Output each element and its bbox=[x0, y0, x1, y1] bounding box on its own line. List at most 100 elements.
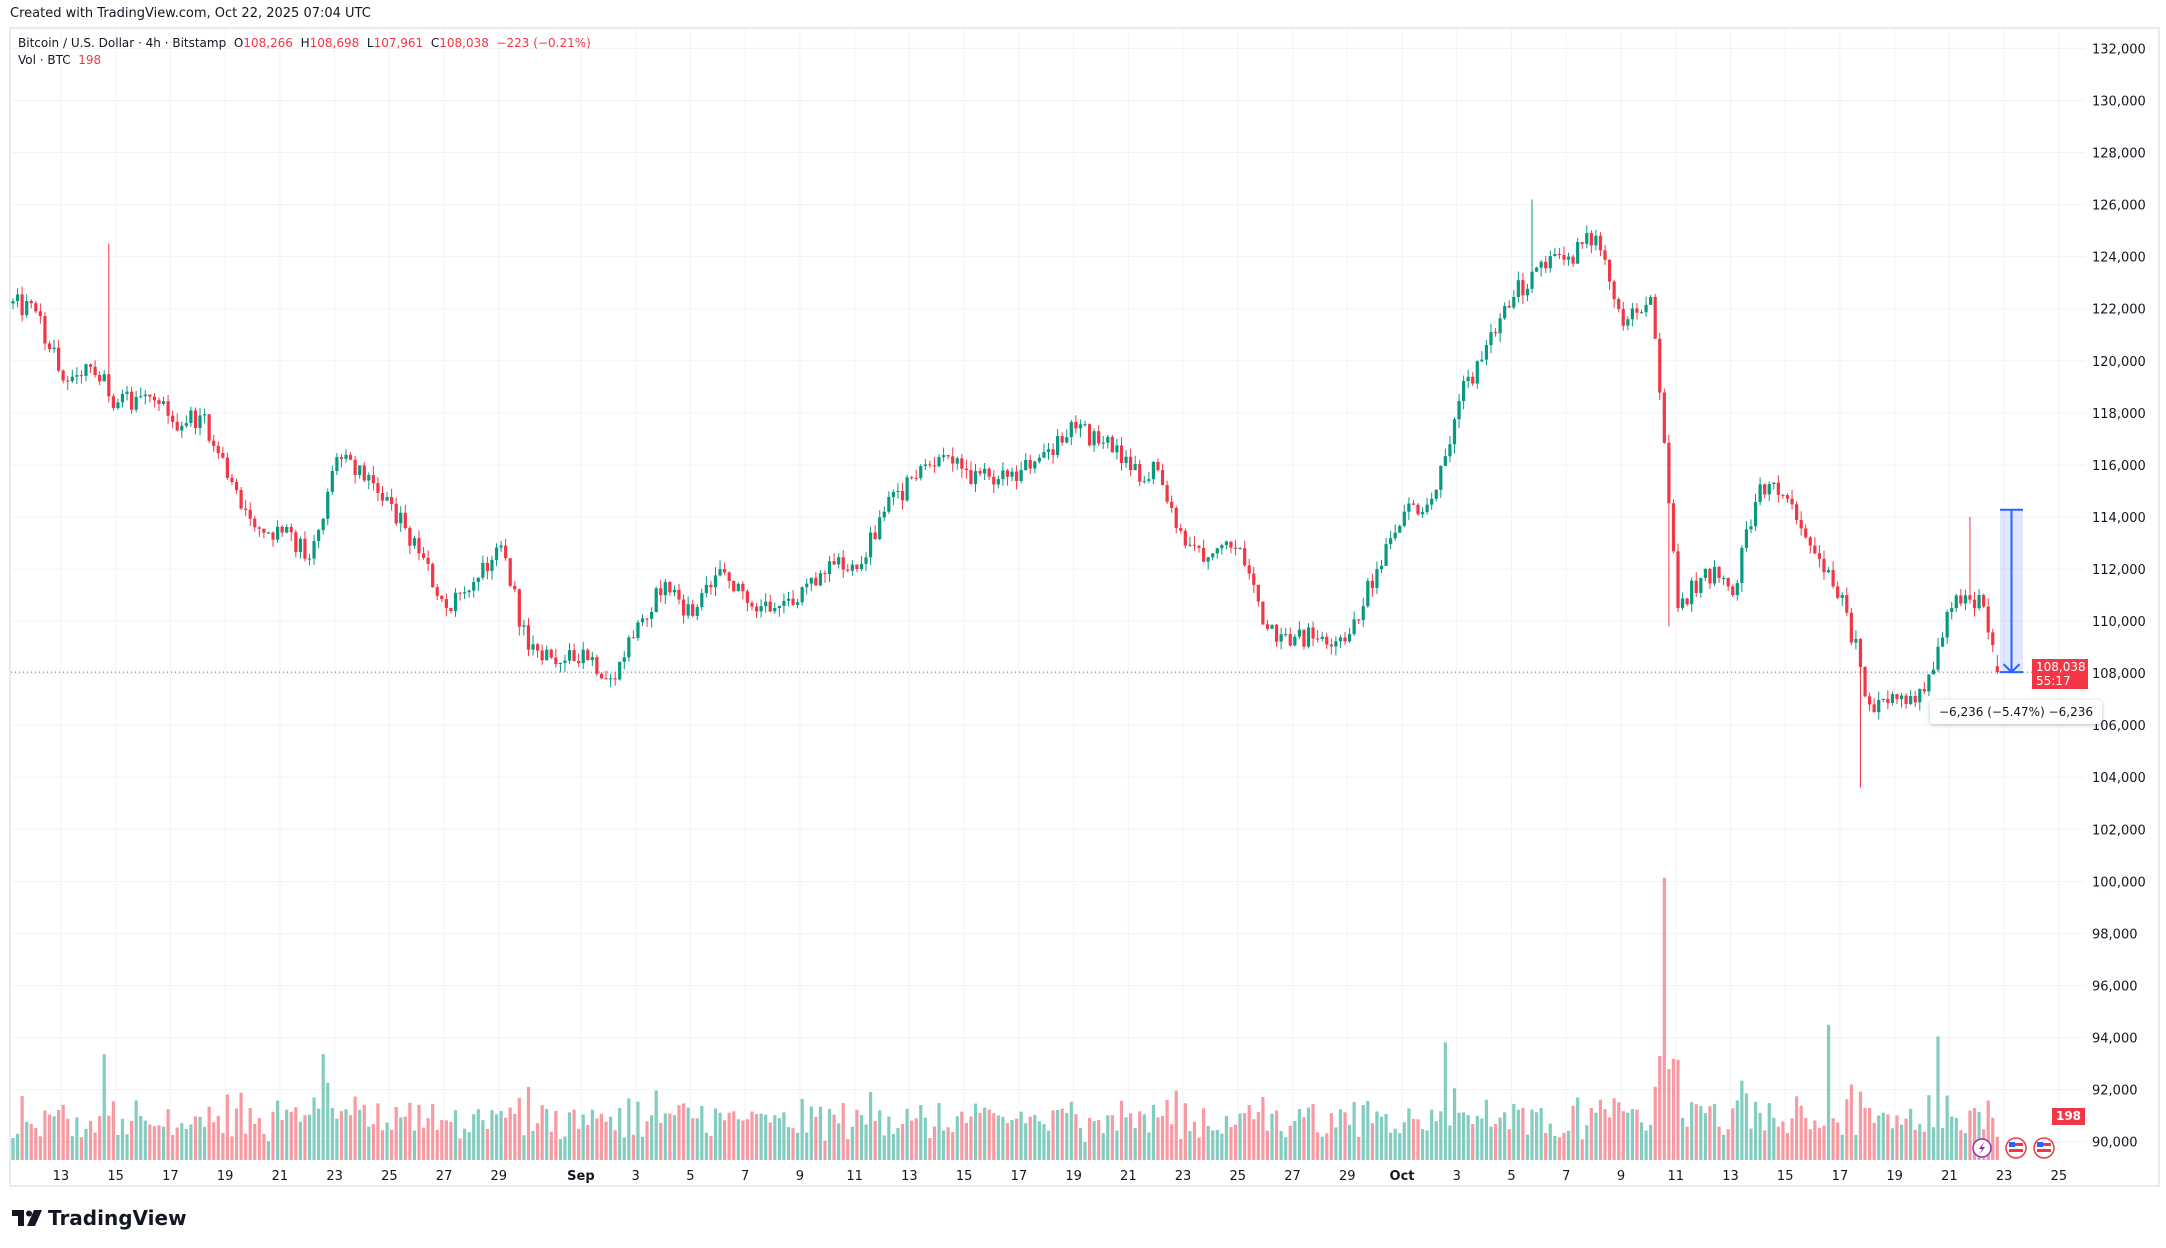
candle-body bbox=[1384, 544, 1388, 566]
volume-bar bbox=[1398, 1133, 1402, 1160]
candle-body bbox=[476, 577, 480, 583]
volume-bar bbox=[809, 1106, 813, 1160]
volume-bar bbox=[1763, 1130, 1767, 1160]
volume-bar bbox=[88, 1120, 93, 1160]
candle-body bbox=[380, 492, 385, 501]
candle-body bbox=[1785, 495, 1790, 499]
candle-body bbox=[1817, 553, 1822, 559]
candle-body bbox=[1306, 627, 1311, 647]
volume-bar bbox=[312, 1097, 316, 1160]
date-axis-label: 23 bbox=[1175, 1169, 1192, 1184]
candle-body bbox=[1110, 436, 1114, 453]
candle-body bbox=[1092, 431, 1096, 446]
candle-body bbox=[832, 561, 836, 565]
candle-body bbox=[157, 400, 161, 404]
candle-body bbox=[1991, 632, 1995, 646]
volume-bar bbox=[344, 1109, 348, 1160]
volume-bar bbox=[52, 1116, 56, 1160]
candle-body bbox=[855, 564, 859, 569]
volume-title[interactable]: Vol · BTC bbox=[18, 53, 71, 67]
price-axis-label: 100,000 bbox=[2092, 875, 2146, 890]
volume-bar bbox=[1338, 1109, 1343, 1160]
volume-bar bbox=[399, 1117, 403, 1160]
price-axis-label: 102,000 bbox=[2092, 823, 2146, 838]
volume-bar bbox=[1475, 1115, 1479, 1160]
candle-body bbox=[736, 583, 740, 592]
volume-bar bbox=[1046, 1130, 1051, 1160]
date-axis-label: 7 bbox=[1562, 1169, 1570, 1184]
volume-bar bbox=[622, 1137, 626, 1160]
volume-bar bbox=[303, 1115, 307, 1160]
candle-body bbox=[280, 526, 284, 533]
volume-bar bbox=[189, 1124, 193, 1160]
volume-bar bbox=[832, 1114, 836, 1160]
candle-body bbox=[1612, 281, 1616, 300]
candle-body bbox=[1106, 436, 1110, 443]
volume-bar bbox=[905, 1108, 909, 1160]
volume-bar bbox=[339, 1111, 344, 1160]
candle-body bbox=[1699, 577, 1703, 593]
candle-body bbox=[713, 575, 718, 588]
candle-body bbox=[1284, 634, 1288, 636]
us-flag-event-icon[interactable] bbox=[2033, 1137, 2055, 1159]
volume-bar bbox=[1503, 1112, 1507, 1160]
candle-body bbox=[1621, 308, 1625, 326]
date-axis-label: 17 bbox=[162, 1169, 179, 1184]
candle-body bbox=[1982, 595, 1986, 607]
symbol-title[interactable]: Bitcoin / U.S. Dollar · 4h · Bitstamp bbox=[18, 36, 227, 50]
date-axis-label: 21 bbox=[1941, 1169, 1958, 1184]
candle-body bbox=[421, 553, 426, 558]
tradingview-logo[interactable]: TradingView bbox=[12, 1206, 187, 1230]
candle-body bbox=[449, 608, 453, 612]
volume-bar bbox=[700, 1106, 704, 1160]
volume-bar bbox=[759, 1113, 763, 1160]
volume-bar bbox=[996, 1115, 1000, 1160]
volume-bar bbox=[253, 1123, 257, 1160]
candle-body bbox=[253, 518, 257, 528]
volume-bar bbox=[1119, 1100, 1124, 1160]
price-axis-label: 98,000 bbox=[2092, 927, 2138, 942]
volume-bar bbox=[1676, 1059, 1680, 1160]
candle-body bbox=[1849, 612, 1853, 643]
volume-bar bbox=[1899, 1124, 1904, 1160]
volume-bar bbox=[1151, 1104, 1156, 1160]
low-value: 107,961 bbox=[373, 36, 424, 50]
candle-body bbox=[846, 569, 850, 571]
volume-bar bbox=[1037, 1121, 1041, 1160]
volume-bar bbox=[1101, 1133, 1105, 1160]
volume-bar bbox=[535, 1123, 540, 1160]
candle-body bbox=[672, 589, 677, 593]
candle-body bbox=[955, 458, 959, 464]
us-flag-event-icon[interactable] bbox=[2005, 1137, 2027, 1159]
volume-bar bbox=[951, 1132, 955, 1160]
volume-bar bbox=[130, 1121, 134, 1160]
candle-body bbox=[1626, 319, 1630, 326]
volume-bar bbox=[230, 1136, 234, 1160]
candle-body bbox=[946, 455, 950, 457]
volume-bar bbox=[1087, 1117, 1092, 1160]
price-axis-label: 96,000 bbox=[2092, 979, 2138, 994]
candle-body bbox=[43, 316, 47, 344]
volume-bar bbox=[1147, 1132, 1151, 1160]
date-axis-label: 9 bbox=[796, 1169, 804, 1184]
volume-bar bbox=[823, 1140, 827, 1160]
volume-bar bbox=[736, 1119, 740, 1160]
measure-arrow-icon bbox=[2002, 663, 2021, 674]
candle-body bbox=[750, 602, 754, 607]
candle-body bbox=[654, 588, 658, 612]
candle-body bbox=[394, 503, 398, 524]
volume-bar bbox=[1411, 1118, 1416, 1160]
candle-body bbox=[1808, 537, 1812, 546]
candle-body bbox=[1594, 235, 1598, 246]
volume-bar bbox=[1462, 1112, 1466, 1160]
candle-body bbox=[704, 584, 708, 594]
volume-bar bbox=[864, 1124, 868, 1160]
candle-body bbox=[741, 583, 745, 592]
volume-bar bbox=[1014, 1118, 1019, 1160]
date-axis-label: 23 bbox=[326, 1169, 343, 1184]
volume-bar bbox=[1493, 1124, 1498, 1160]
candle-body bbox=[1918, 689, 1922, 703]
volume-bar bbox=[1489, 1126, 1493, 1160]
candle-body bbox=[1658, 338, 1662, 393]
